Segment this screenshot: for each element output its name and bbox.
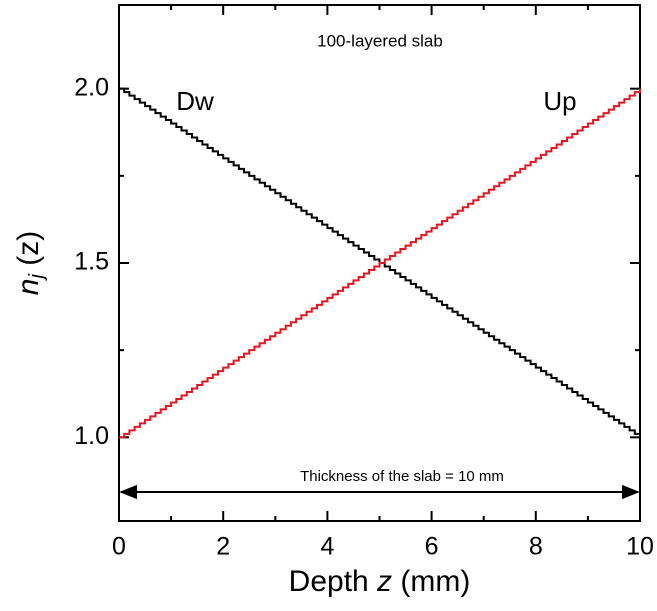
x-tick-label: 0 xyxy=(112,533,126,561)
x-axis-label-part: z xyxy=(376,565,392,598)
x-axis-label-part: (mm) xyxy=(392,565,470,598)
y-tick-label: 2.0 xyxy=(74,73,109,101)
x-tick-label: 8 xyxy=(529,533,543,561)
x-tick-label: 2 xyxy=(216,533,230,561)
x-tick-label: 6 xyxy=(425,533,439,561)
series-label: Up xyxy=(543,86,576,116)
y-tick-label: 1.0 xyxy=(74,422,109,450)
annotation: 100-layered slab xyxy=(317,31,443,50)
series-line xyxy=(119,88,641,439)
x-axis-label-part: Depth xyxy=(289,565,377,598)
arrow-label: Thickness of the slab = 10 mm xyxy=(300,468,504,485)
y-tick-label: 1.5 xyxy=(74,248,109,276)
y-axis-label-part: j xyxy=(26,274,48,282)
y-axis-label: nj (z) xyxy=(12,231,48,295)
x-tick-label: 10 xyxy=(626,533,654,561)
series-label: Dw xyxy=(176,86,214,116)
x-axis-label: Depth z (mm) xyxy=(289,565,471,598)
y-axis-label-part: (z) xyxy=(12,231,45,274)
x-tick-label: 4 xyxy=(320,533,334,561)
y-axis-label-part: n xyxy=(12,279,45,296)
